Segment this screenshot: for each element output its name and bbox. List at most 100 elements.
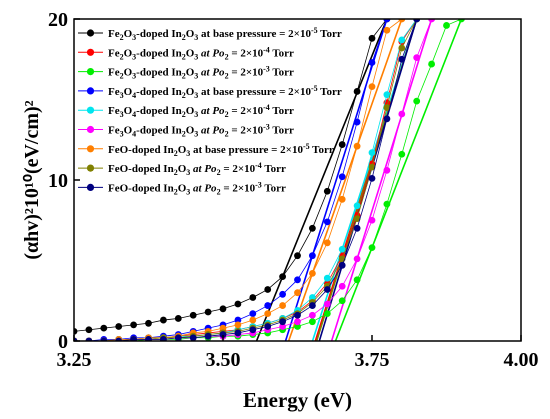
data-point xyxy=(383,26,391,34)
legend-text-part: O xyxy=(186,28,195,40)
legend-text-part: -doped In xyxy=(136,105,182,117)
legend-text-part: 3 xyxy=(186,187,190,196)
data-point xyxy=(115,323,123,330)
data-point xyxy=(279,273,286,280)
data-point xyxy=(383,115,391,123)
data-point xyxy=(353,202,361,210)
x-tick-label: 3.75 xyxy=(355,349,390,371)
data-point xyxy=(294,318,301,326)
legend-text-part: 2 xyxy=(174,187,178,196)
data-point xyxy=(413,97,421,105)
legend-text-part: -4 xyxy=(263,103,270,112)
legend-entry: FeO-doped In2O3 at Po2 = 2×10-4 Torr xyxy=(108,161,286,177)
legend-text-part: 2 xyxy=(120,72,124,81)
legend-text-part: 3 xyxy=(120,130,124,139)
data-point xyxy=(353,118,361,126)
data-point xyxy=(145,319,152,327)
data-point xyxy=(323,218,331,226)
legend-text-part: 3 xyxy=(186,168,190,177)
data-point xyxy=(234,316,242,324)
legend-text-part: Torr xyxy=(318,28,342,40)
data-point xyxy=(234,321,242,329)
data-point xyxy=(160,316,167,324)
data-point xyxy=(323,310,331,318)
data-point xyxy=(264,302,272,309)
y-tick-label: 0 xyxy=(58,331,68,353)
data-point xyxy=(428,19,435,23)
data-point xyxy=(264,310,272,318)
data-point xyxy=(294,252,301,260)
legend-text-part: 2 xyxy=(182,52,186,61)
legend-text-part: O xyxy=(178,163,187,175)
legend-text-part: O xyxy=(124,67,133,79)
data-point xyxy=(338,195,346,203)
legend-text-part: FeO-doped In xyxy=(108,182,174,194)
legend-text-part: 3 xyxy=(194,91,198,100)
legend-text-part: Fe xyxy=(108,67,120,79)
legend-text-part: O xyxy=(124,28,133,40)
data-point xyxy=(279,302,286,309)
series-group xyxy=(74,19,421,341)
data-point xyxy=(160,335,167,341)
data-point xyxy=(309,294,316,301)
data-point xyxy=(204,308,212,316)
legend-text-part: O xyxy=(186,125,195,137)
data-point xyxy=(323,239,331,247)
legend-text-part: 3 xyxy=(194,130,198,139)
data-point xyxy=(74,337,78,341)
data-point xyxy=(413,19,421,23)
data-point xyxy=(204,332,212,340)
legend-text-part: 4 xyxy=(132,130,136,139)
data-point xyxy=(189,334,197,341)
legend-text-part: Fe xyxy=(108,86,120,98)
data-point xyxy=(353,224,361,232)
legend-text-part: 3 xyxy=(194,110,198,119)
data-point xyxy=(294,323,301,330)
data-point xyxy=(353,142,361,150)
legend-marker xyxy=(86,48,95,56)
y-tick-label: 10 xyxy=(48,170,68,192)
legend-text-part: FeO-doped In xyxy=(108,144,174,156)
series-group xyxy=(74,19,406,341)
legend-text-part: at base pressure = 2×10 xyxy=(190,144,303,156)
legend-text-part: 2 xyxy=(225,110,229,119)
legend-entry: FeO-doped In2O3 at base pressure = 2×10-… xyxy=(108,142,334,158)
data-point xyxy=(323,300,331,308)
legend-text-part: O xyxy=(124,125,133,137)
legend-text-part: -doped In xyxy=(136,28,182,40)
data-point xyxy=(279,290,286,298)
axis-ticks: 3.25 3.50 3.75 4.00 0 10 20 xyxy=(48,9,539,371)
data-point xyxy=(413,54,421,62)
legend-text-part: Fe xyxy=(108,125,120,137)
legend-marker xyxy=(86,29,95,37)
legend-text-part: Torr xyxy=(270,125,294,137)
data-point xyxy=(115,337,123,341)
data-point xyxy=(249,310,257,318)
data-point xyxy=(74,327,78,335)
data-point xyxy=(100,337,108,341)
legend-entry: Fe3O4-doped In2O3 at base pressure = 2×1… xyxy=(108,84,342,100)
data-point xyxy=(130,321,138,329)
fit-line xyxy=(255,19,388,341)
legend-text-part: at Po xyxy=(198,125,225,137)
legend-text-part: -doped In xyxy=(136,125,182,137)
data-point xyxy=(294,276,301,284)
legend-entry: Fe2O3-doped In2O3 at Po2 = 2×10-3 Torr xyxy=(108,65,294,81)
legend-text-part: 2 xyxy=(225,52,229,61)
legend-text-part: -3 xyxy=(263,123,270,132)
legend-marker xyxy=(86,68,95,76)
data-point xyxy=(309,269,316,277)
data-point xyxy=(368,163,376,171)
legend-text-part: 2 xyxy=(174,149,178,158)
data-point xyxy=(309,224,316,232)
y-tick-label: 20 xyxy=(48,9,68,31)
data-point xyxy=(368,244,376,252)
x-tick-label: 4.00 xyxy=(504,349,539,371)
data-point xyxy=(309,252,316,260)
legend-text-part: 3 xyxy=(120,91,124,100)
legend-text-part: O xyxy=(186,105,195,117)
legend-text-part: = 2×10 xyxy=(221,163,256,175)
legend-text-part: Fe xyxy=(108,28,120,40)
data-point xyxy=(294,289,301,297)
